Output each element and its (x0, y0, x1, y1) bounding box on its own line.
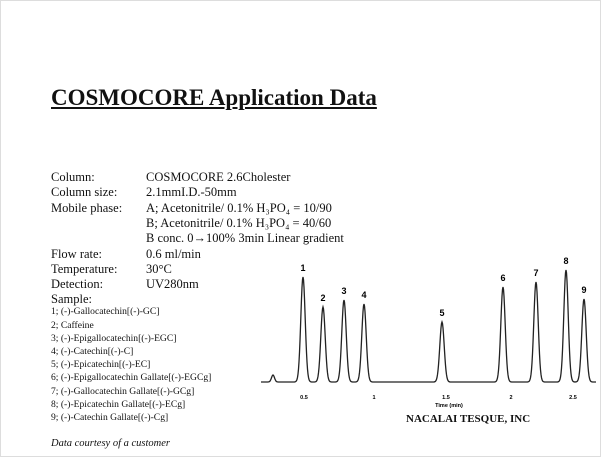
condition-label: Flow rate: (51, 246, 103, 261)
peak-label: 9 (581, 285, 586, 295)
sample-item: 6; (-)-Epigallocatechin Gallate[(-)-EGCg… (51, 372, 212, 384)
time-tick-label: 2.5 (569, 395, 577, 401)
peak-label: 5 (439, 308, 444, 318)
time-tick-label: 1 (372, 395, 375, 401)
peak-label: 4 (361, 290, 366, 300)
peak-label: 2 (320, 293, 325, 303)
company: NACALAI TESQUE, INC (406, 413, 531, 425)
axis-label: Time (min) (435, 403, 463, 409)
peak-label: 7 (533, 268, 538, 278)
condition-value: UV280nm (146, 277, 199, 292)
condition-label: Detection: (51, 277, 104, 292)
condition-label: Column: (51, 170, 95, 184)
sample-label: Sample: (51, 292, 92, 307)
condition-value: B conc. 0→100% 3min Linear gradient (146, 231, 344, 246)
trace (261, 269, 596, 383)
sample-item: 4; (-)-Catechin[(-)-C] (51, 346, 134, 357)
peak-label: 8 (563, 256, 568, 266)
peak-label: 3 (341, 286, 346, 296)
condition-value: 2.1mmI.D.-50mm (146, 185, 237, 200)
peak-label: 6 (500, 273, 505, 283)
sample-item: 1; (-)-Gallocatechin[(-)-GC] (51, 306, 160, 318)
condition-label: Mobile phase: (51, 200, 123, 215)
time-tick-label: 2 (509, 395, 512, 401)
time-tick-label: 1.5 (442, 395, 450, 401)
time-tick-label: 0.5 (300, 395, 308, 401)
condition-label: Column size: (51, 185, 118, 200)
sample-item: 2; Caffeine (51, 319, 94, 331)
condition-label: Temperature: (51, 261, 118, 276)
footnote: Data courtesy of a customer (51, 438, 170, 449)
condition-value: A; Acetonitrile/ 0.1% H₃PO₄ = 10/90 (146, 200, 332, 215)
sample-item: 9; (-)-Catechin Gallate[(-)-Cg] (51, 412, 169, 423)
condition-value: COSMOCORE 2.6Cholester (146, 170, 291, 184)
sample-item: 8; (-)-Epicatechin Gallate[(-)-ECg] (51, 398, 186, 410)
condition-value: 30°C (146, 261, 172, 276)
condition-value: 0.6 ml/min (146, 246, 201, 261)
sample-item: 7; (-)-Gallocatechin Gallate[(-)-GCg] (51, 385, 195, 397)
sample-item: 3; (-)-Epigallocatechin[(-)-EGC] (51, 332, 177, 344)
title: COSMOCORE Application Data (51, 85, 377, 110)
sample-item: 5; (-)-Epicatechin[(-)-EC] (51, 359, 151, 371)
peak-label: 1 (300, 263, 305, 273)
condition-value: B; Acetonitrile/ 0.1% H₃PO₄ = 40/60 (146, 215, 332, 230)
